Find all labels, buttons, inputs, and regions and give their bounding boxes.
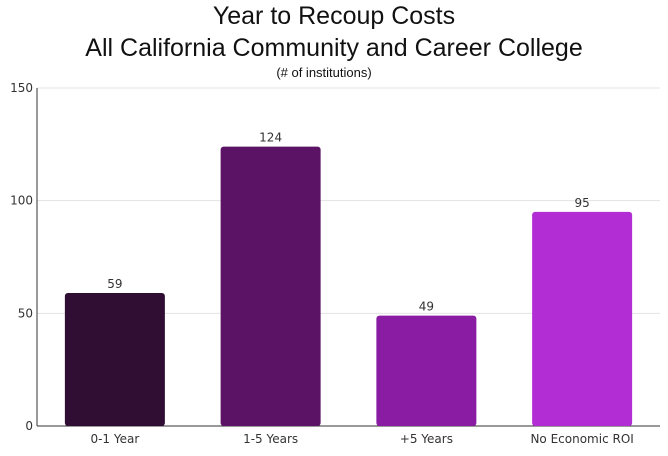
y-tick-label: 150: [10, 81, 33, 95]
bar: [376, 315, 477, 426]
chart-subtitle: (# of institutions): [276, 65, 372, 80]
y-tick-label: 50: [18, 306, 33, 320]
bar-value-label: 95: [574, 196, 589, 210]
chart-title-line1: Year to Recoup Costs: [212, 2, 456, 30]
x-tick-label: No Economic ROI: [530, 432, 633, 446]
x-tick-label: +5 Years: [400, 432, 453, 446]
bar-value-label: 124: [259, 131, 282, 145]
x-tick-label: 0-1 Year: [90, 432, 139, 446]
chart-title-line2: All California Community and Career Coll…: [85, 34, 583, 62]
bar-value-label: 59: [107, 277, 122, 291]
y-tick-label: 0: [25, 419, 33, 433]
bar-value-label: 49: [419, 300, 434, 314]
bar: [220, 146, 321, 426]
y-tick-label: 100: [10, 194, 33, 208]
bar: [532, 211, 633, 426]
x-tick-label: 1-5 Years: [243, 432, 298, 446]
bar: [64, 293, 165, 426]
chart-title: Year to Recoup Costs All California Comm…: [0, 0, 668, 64]
